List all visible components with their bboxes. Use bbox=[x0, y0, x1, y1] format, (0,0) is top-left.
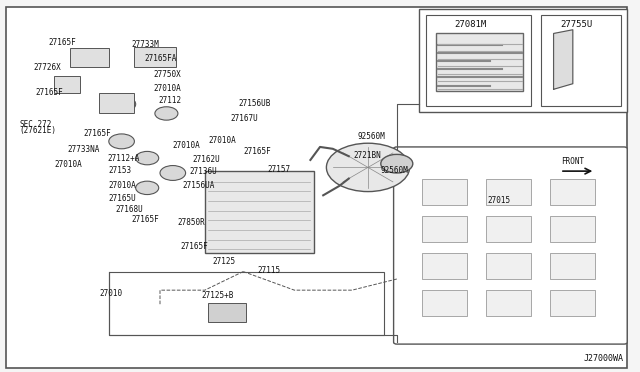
Text: 27165F: 27165F bbox=[180, 242, 208, 251]
Bar bbox=[550, 216, 595, 242]
Text: FRONT: FRONT bbox=[561, 157, 584, 166]
Bar bbox=[422, 216, 467, 242]
Circle shape bbox=[136, 151, 159, 165]
Circle shape bbox=[136, 181, 159, 195]
Circle shape bbox=[326, 143, 410, 192]
Text: 27010A: 27010A bbox=[54, 160, 82, 169]
Circle shape bbox=[109, 134, 134, 149]
Text: 27165U: 27165U bbox=[109, 194, 136, 203]
Text: 27156UB: 27156UB bbox=[238, 99, 271, 108]
Text: J27000WA: J27000WA bbox=[584, 354, 624, 363]
Text: 27010: 27010 bbox=[99, 289, 122, 298]
Bar bbox=[550, 290, 595, 316]
Text: 27015: 27015 bbox=[488, 196, 511, 205]
Circle shape bbox=[155, 107, 178, 120]
Text: 27165F: 27165F bbox=[48, 38, 76, 47]
Bar bbox=[426, 15, 531, 106]
Bar bbox=[99, 93, 134, 113]
Text: 27162U: 27162U bbox=[192, 155, 220, 164]
Text: 27112: 27112 bbox=[159, 96, 182, 105]
Text: 27850R: 27850R bbox=[178, 218, 205, 227]
Text: 27010A: 27010A bbox=[208, 136, 236, 145]
Bar bbox=[70, 48, 109, 67]
Text: 27726X: 27726X bbox=[33, 63, 61, 72]
Text: SEC.272: SEC.272 bbox=[19, 120, 52, 129]
Text: 27010A: 27010A bbox=[173, 141, 200, 150]
Bar bbox=[541, 15, 621, 106]
Text: 27165F: 27165F bbox=[131, 215, 159, 224]
Text: 2721BN: 2721BN bbox=[354, 151, 381, 160]
Bar bbox=[550, 253, 595, 279]
Circle shape bbox=[160, 166, 186, 180]
Text: 27165FA: 27165FA bbox=[144, 54, 177, 63]
Bar bbox=[205, 171, 314, 253]
Bar bbox=[486, 290, 531, 316]
Text: 27157: 27157 bbox=[268, 165, 291, 174]
Text: 27733NA: 27733NA bbox=[67, 145, 100, 154]
Bar bbox=[486, 216, 531, 242]
Text: 27168U: 27168U bbox=[115, 205, 143, 214]
Bar bbox=[550, 179, 595, 205]
Text: 27081M: 27081M bbox=[454, 20, 486, 29]
Bar bbox=[134, 46, 176, 67]
Text: 27755U: 27755U bbox=[560, 20, 592, 29]
Text: 27733M: 27733M bbox=[131, 40, 159, 49]
Polygon shape bbox=[554, 30, 573, 89]
Bar bbox=[208, 303, 246, 322]
Text: 27165F: 27165F bbox=[243, 147, 271, 156]
Text: 27112+A: 27112+A bbox=[108, 154, 140, 163]
Text: 27136U: 27136U bbox=[189, 167, 217, 176]
Text: 92560M: 92560M bbox=[357, 132, 385, 141]
Circle shape bbox=[108, 96, 136, 112]
Text: 27167U: 27167U bbox=[230, 114, 258, 123]
Text: 27156UA: 27156UA bbox=[182, 181, 215, 190]
Bar bbox=[436, 33, 523, 91]
Text: 92560M: 92560M bbox=[381, 166, 408, 175]
Bar bbox=[422, 253, 467, 279]
Bar bbox=[422, 290, 467, 316]
Text: 27125+B: 27125+B bbox=[202, 291, 234, 300]
Circle shape bbox=[381, 154, 413, 173]
Text: 27153: 27153 bbox=[109, 166, 132, 175]
Text: 27165F: 27165F bbox=[35, 88, 63, 97]
Bar bbox=[419, 9, 627, 112]
Text: 27010A: 27010A bbox=[154, 84, 181, 93]
Text: 27165F: 27165F bbox=[83, 129, 111, 138]
Text: 27115: 27115 bbox=[257, 266, 280, 275]
Text: (27621E): (27621E) bbox=[19, 126, 56, 135]
Text: 27010A: 27010A bbox=[109, 181, 136, 190]
Bar bbox=[422, 179, 467, 205]
Text: 27125: 27125 bbox=[212, 257, 236, 266]
Bar bbox=[486, 253, 531, 279]
Bar bbox=[486, 179, 531, 205]
Bar bbox=[54, 76, 80, 93]
FancyBboxPatch shape bbox=[394, 147, 627, 344]
Bar bbox=[109, 272, 384, 335]
Text: 27750X: 27750X bbox=[154, 70, 181, 79]
